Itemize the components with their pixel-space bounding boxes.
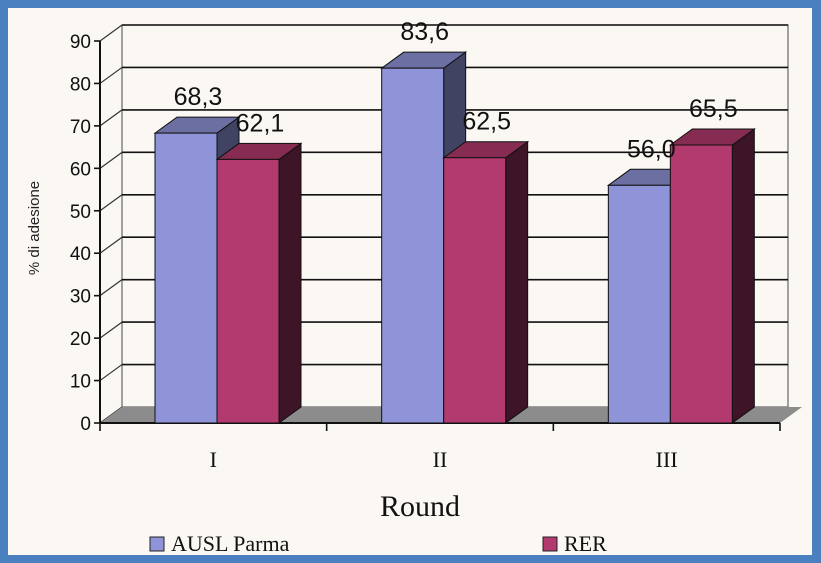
bar-front (216, 158, 280, 424)
legend-label-rer: RER (564, 531, 607, 555)
legend: AUSL Parma RER (149, 531, 607, 555)
data-label: 56,0 (627, 135, 676, 163)
data-label: 62,1 (236, 109, 285, 137)
gridline-depth (99, 66, 123, 84)
x-tick-label: III (656, 447, 678, 472)
bar-side (505, 140, 529, 424)
bar-side (731, 128, 755, 424)
legend-swatch-ausl-parma (149, 536, 165, 552)
bar-front (381, 67, 445, 424)
gridline-depth (99, 109, 123, 127)
legend-label-ausl-parma: AUSL Parma (171, 531, 290, 555)
data-label: 68,3 (174, 83, 223, 111)
x-axis-label: Round (380, 490, 460, 523)
x-tick-label: I (210, 447, 217, 472)
gridline-depth (99, 279, 123, 297)
gridline-depth (99, 24, 123, 42)
y-tick-label: 40 (70, 244, 91, 265)
bar (215, 142, 303, 424)
data-label: 83,6 (400, 18, 449, 46)
y-tick-label: 50 (70, 202, 91, 223)
y-tick-label: 80 (70, 74, 91, 95)
x-tick-label: II (433, 447, 448, 472)
bar-front (669, 144, 733, 424)
y-tick-label: 90 (70, 32, 91, 53)
data-labels: 68,3 83,6 56,0 62,1 62,5 65,5 (174, 18, 738, 163)
legend-swatch-rer (542, 536, 558, 552)
gridline-depth (99, 321, 123, 339)
y-tick-label: 60 (70, 159, 91, 180)
y-tick-label: 0 (80, 414, 91, 435)
chart-frame: 0 10 20 30 40 50 60 70 80 90 I II III 68,3 83,6 56,0 62… (8, 8, 812, 555)
bar-front (154, 132, 218, 424)
bar (442, 140, 530, 424)
data-label: 65,5 (689, 95, 738, 123)
gridline-depth (99, 364, 123, 382)
y-tick-label: 10 (70, 372, 91, 393)
gridline-depth (99, 194, 123, 212)
bar-side (278, 142, 302, 424)
bars (153, 51, 756, 424)
bar-front (443, 157, 507, 424)
gridline-depth (99, 151, 123, 169)
y-tick-label: 70 (70, 117, 91, 138)
bar (668, 128, 756, 424)
y-tick-label: 20 (70, 329, 91, 350)
bar-front (607, 184, 671, 424)
y-axis-label: % di adesione (26, 181, 43, 275)
y-tick-label: 30 (70, 287, 91, 308)
gridline-depth (99, 236, 123, 254)
data-label: 62,5 (462, 108, 511, 136)
